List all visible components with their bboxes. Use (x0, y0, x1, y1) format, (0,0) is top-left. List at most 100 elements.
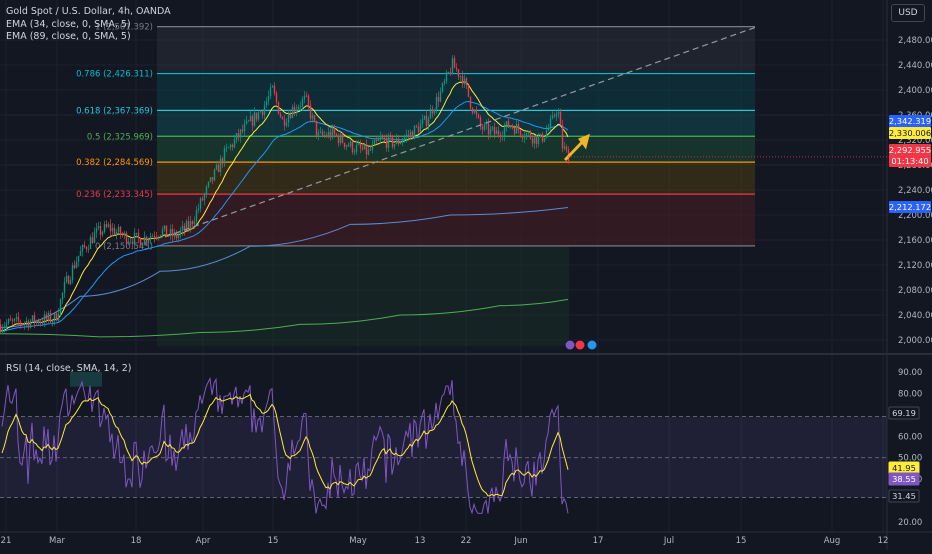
candle-body (65, 275, 68, 282)
time-tick-label: Mar (49, 536, 66, 546)
rsi-badge-label: 41.95 (892, 463, 916, 473)
candle-body (209, 177, 212, 182)
candle-body (525, 133, 528, 138)
price-badge-label: 2,342.319 (889, 116, 931, 126)
candle-body (67, 275, 70, 284)
candle-body (391, 136, 394, 147)
candle-body (359, 143, 362, 149)
candle-body (447, 72, 450, 73)
ema-89-legend[interactable]: EMA (89, close, 0, SMA, 5) (6, 31, 131, 42)
candle-body (217, 164, 220, 172)
candle-body (329, 131, 332, 138)
candle-body (233, 139, 236, 148)
candle-body (521, 135, 524, 139)
candle-body (197, 208, 200, 211)
candle-body (473, 110, 476, 113)
candle-body (407, 134, 410, 136)
candle-body (181, 225, 184, 231)
candle-body (335, 133, 338, 136)
candle-body (241, 129, 244, 132)
candle-body (261, 111, 264, 116)
candle-body (461, 75, 464, 85)
candle-body (55, 313, 58, 321)
candle-body (457, 69, 460, 77)
ema-34-legend[interactable]: EMA (34, close, 0, SMA, 5) (6, 18, 131, 30)
candle-body (99, 226, 102, 235)
candle-body (129, 241, 132, 243)
candle-body (97, 226, 100, 229)
candle-body (0, 324, 2, 332)
price-tick-label: 2,000.00 (898, 336, 932, 346)
candle-body (275, 93, 278, 102)
candle-body (517, 123, 520, 131)
candle-body (207, 181, 210, 187)
time-tick-label: 12 (878, 536, 889, 546)
rsi-badge (888, 406, 920, 420)
candle-body (263, 105, 266, 116)
rsi-legend[interactable]: RSI (14, close, SMA, 14, 2) (6, 363, 132, 374)
fib-level-label: 0.382 (2,284.569) (76, 158, 153, 168)
candle-body (385, 139, 388, 148)
candle-body (23, 322, 26, 325)
candle-body (225, 147, 228, 149)
candle-body (135, 232, 138, 234)
candle-body (453, 58, 456, 68)
candle-body (19, 321, 22, 325)
candle-body (49, 312, 52, 323)
candle-body (17, 316, 20, 322)
candle-body (423, 115, 426, 120)
candle-body (351, 141, 354, 153)
candle-body (7, 319, 10, 324)
candle-body (361, 148, 364, 150)
candle-body (179, 230, 182, 235)
time-tick-label: Aug (824, 536, 841, 546)
currency-selector[interactable]: USD (891, 4, 925, 22)
candle-body (33, 315, 36, 323)
candle-body (403, 137, 406, 141)
candle-body (151, 235, 154, 237)
candle-body (211, 177, 214, 181)
chart-title[interactable]: Gold Spot / U.S. Dollar, 4h, OANDA (6, 6, 171, 17)
candle-body (537, 136, 540, 145)
candle-body (333, 127, 336, 134)
candle-body (273, 85, 276, 94)
candle-body (513, 127, 516, 134)
candle-body (565, 146, 568, 150)
fib-level-label: 1 (2,501.392) (95, 23, 153, 33)
price-tick-label: 2,400.00 (898, 86, 932, 96)
candle-body (237, 133, 240, 138)
candle-body (107, 224, 110, 227)
candle-body (439, 91, 442, 102)
candle-body (87, 248, 90, 250)
candle-body (183, 225, 186, 231)
candle-body (195, 210, 198, 222)
time-tick-label: 22 (461, 536, 472, 546)
candle-body (73, 265, 76, 268)
candle-body (177, 234, 180, 239)
candle-body (141, 244, 144, 247)
candle-body (425, 115, 428, 126)
candle-body (545, 130, 548, 138)
candle-body (539, 133, 542, 137)
candle-body (147, 239, 150, 243)
candle-body (255, 112, 258, 120)
candle-body (137, 232, 140, 239)
candle-body (309, 105, 312, 119)
candle-body (383, 137, 386, 140)
candle-body (321, 131, 324, 136)
candle-body (121, 234, 124, 236)
candle-body (411, 131, 414, 139)
candle-body (271, 85, 274, 88)
ema-34-line (0, 81, 569, 332)
fib-level-label: 0 (2,150.545) (95, 242, 153, 252)
candle-body (357, 143, 360, 145)
candle-body (463, 78, 466, 85)
candle-body (229, 144, 232, 148)
candle-body (269, 87, 272, 96)
price-badge (889, 155, 931, 167)
candle-body (533, 135, 536, 144)
price-badge-label: 2,292.955 (889, 145, 931, 155)
candle-body (341, 134, 344, 143)
